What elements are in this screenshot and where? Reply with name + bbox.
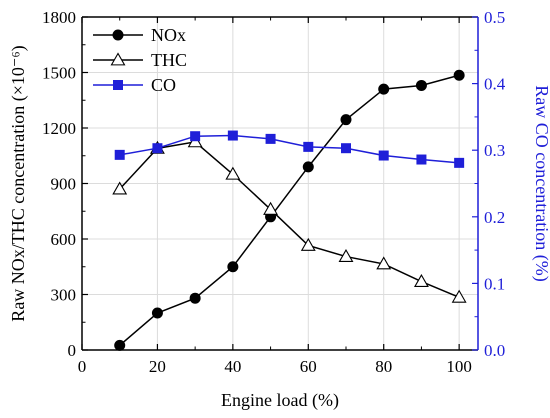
data-point-nox — [340, 114, 352, 126]
series-nox — [114, 69, 465, 351]
series-line-nox — [119, 74, 460, 346]
data-point-thc — [300, 237, 316, 251]
legend-label: NOx — [151, 25, 186, 45]
y-right-tick-label: 0.0 — [484, 341, 505, 360]
data-point-nox — [415, 79, 427, 91]
x-tick-label: 20 — [149, 357, 166, 376]
data-point-nox — [151, 307, 163, 319]
data-point-thc — [376, 256, 392, 270]
series-layer — [112, 69, 467, 351]
data-point-nox — [189, 292, 201, 304]
series-line-thc — [119, 141, 460, 298]
x-tick-label: 0 — [78, 357, 87, 376]
y-right-tick-label: 0.4 — [484, 75, 506, 94]
legend-marker — [112, 29, 124, 41]
data-point-nox — [114, 339, 126, 351]
data-point-thc — [338, 248, 354, 263]
y-left-tick-label: 900 — [51, 175, 77, 194]
y-right-tick-label: 0.2 — [484, 208, 505, 227]
y-left-tick-label: 1800 — [42, 8, 76, 27]
y-left-tick-label: 1500 — [42, 64, 76, 83]
data-point-nox — [227, 261, 239, 273]
data-point-nox — [453, 69, 465, 81]
legend-marker — [110, 52, 126, 66]
data-point-thc — [112, 181, 128, 195]
series-co — [114, 130, 465, 168]
axes-layer: 0 20 40 60 80 100 0 300 600 900 1200 1500 1800 0.0 0.1… — [42, 8, 506, 376]
legend-marker — [113, 80, 123, 90]
x-tick-label: 100 — [446, 357, 472, 376]
legend-label: CO — [151, 75, 176, 95]
legend-item-thc: THC — [93, 50, 187, 70]
legend-item-nox: NOx — [93, 25, 186, 45]
data-point-nox — [378, 83, 390, 95]
y-right-tick-label: 0.1 — [484, 274, 505, 293]
y-left-tick-label: 600 — [51, 230, 77, 249]
series-line-co — [119, 134, 460, 164]
x-axis-label: Engine load (%) — [221, 390, 339, 411]
x-tick-label: 60 — [300, 357, 317, 376]
data-point-co — [114, 149, 125, 160]
series-thc — [112, 134, 467, 303]
y-right-tick-label: 0.3 — [484, 141, 505, 160]
grid-layer — [82, 17, 478, 350]
y-right-axis-label: Raw CO concentration (%) — [531, 85, 550, 281]
legend-label: THC — [151, 50, 187, 70]
data-point-thc — [413, 273, 429, 287]
data-point-co — [416, 154, 427, 165]
data-point-co — [454, 157, 465, 168]
data-point-co — [378, 150, 389, 161]
data-point-co — [152, 143, 163, 154]
data-point-co — [341, 143, 351, 154]
legend-item-co: CO — [93, 75, 176, 95]
data-point-nox — [302, 161, 314, 173]
y-right-tick-label: 0.5 — [484, 8, 505, 27]
legend: NOx THC CO — [93, 25, 187, 95]
y-left-tick-label: 0 — [68, 341, 77, 360]
data-point-co — [303, 141, 314, 152]
y-left-tick-label: 300 — [51, 286, 77, 305]
x-tick-label: 40 — [224, 357, 241, 376]
data-point-thc — [263, 201, 279, 215]
data-point-thc — [451, 289, 467, 303]
y-left-axis-label: Raw NOx/THC concentration (×10⁻⁶) — [8, 45, 29, 321]
data-point-thc — [225, 166, 241, 180]
x-tick-label: 80 — [375, 357, 392, 376]
y-left-tick-label: 1200 — [42, 119, 76, 138]
data-point-co — [227, 130, 238, 141]
data-point-co — [265, 133, 276, 144]
data-point-co — [190, 131, 201, 142]
